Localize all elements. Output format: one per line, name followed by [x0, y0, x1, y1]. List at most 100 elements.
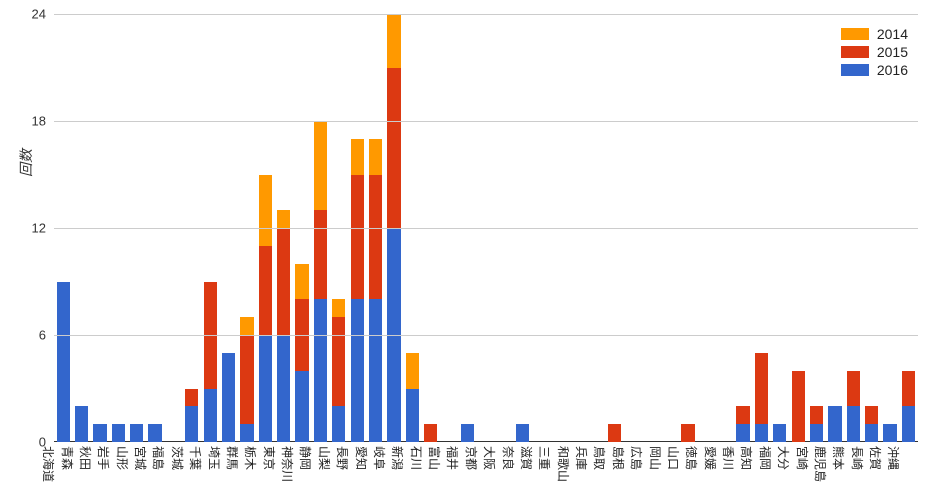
bar-segment-2016: [406, 389, 419, 443]
bar-segment-2015: [424, 424, 437, 442]
bar-segment-2015: [755, 353, 768, 424]
bar-segment-2016: [865, 424, 878, 442]
x-tick-label: 宮崎: [794, 446, 811, 470]
bar-stack: [847, 371, 860, 442]
x-tick-label: 福岡: [757, 446, 774, 470]
y-tick-label: 12: [6, 221, 46, 236]
x-tick-label: 青森: [59, 446, 76, 470]
bar-segment-2016: [351, 299, 364, 442]
bar-segment-2015: [902, 371, 915, 407]
x-tick-label: 三重: [536, 446, 553, 470]
x-tick-label: 長崎: [849, 446, 866, 470]
x-tick-label: 茨城: [169, 446, 186, 470]
x-tick-label: 大阪: [481, 446, 498, 470]
x-tick-label: 山形: [114, 446, 131, 470]
bar-segment-2015: [369, 175, 382, 300]
legend-label: 2015: [877, 44, 908, 60]
bar-stack: [93, 424, 106, 442]
bar-stack: [332, 299, 345, 442]
x-tick-label: 島根: [610, 446, 627, 470]
bar-stack: [883, 424, 896, 442]
legend-label: 2016: [877, 62, 908, 78]
x-tick-label: 福井: [444, 446, 461, 470]
x-tick-label: 大分: [775, 446, 792, 470]
bar-segment-2016: [810, 424, 823, 442]
x-tick-label: 広島: [628, 446, 645, 470]
bar-segment-2014: [369, 139, 382, 175]
bar-segment-2015: [240, 335, 253, 424]
bar-stack: [75, 406, 88, 442]
x-tick-label: 静岡: [297, 446, 314, 470]
bar-segment-2015: [810, 406, 823, 424]
bar-stack: [810, 406, 823, 442]
x-tick-label: 愛媛: [702, 446, 719, 470]
bar-stack: [736, 406, 749, 442]
x-tick-label: 熊本: [830, 446, 847, 470]
legend-item: 2015: [841, 44, 908, 60]
x-tick-label: 長野: [334, 446, 351, 470]
bar-segment-2016: [847, 406, 860, 442]
bar-segment-2015: [332, 317, 345, 406]
bar-segment-2014: [406, 353, 419, 389]
bar-segment-2016: [461, 424, 474, 442]
bar-stack: [351, 139, 364, 442]
x-tick-label: 山口: [665, 446, 682, 470]
y-tick-label: 24: [6, 7, 46, 22]
x-tick-label: 兵庫: [573, 446, 590, 470]
x-tick-label: 奈良: [500, 446, 517, 470]
bar-stack: [57, 282, 70, 443]
bar-segment-2015: [865, 406, 878, 424]
gridline: [54, 14, 918, 16]
legend-label: 2014: [877, 26, 908, 42]
bar-segment-2015: [314, 210, 327, 299]
legend: 2014 2015 2016: [841, 26, 908, 80]
bar-segment-2016: [755, 424, 768, 442]
x-tick-label: 滋賀: [518, 446, 535, 470]
bar-stack: [681, 424, 694, 442]
gridline: [54, 228, 918, 230]
bar-segment-2015: [351, 175, 364, 300]
bar-stack: [792, 371, 805, 442]
x-tick-label: 岩手: [95, 446, 112, 470]
x-tick-label: 富山: [426, 446, 443, 470]
gridline: [54, 335, 918, 337]
bar-stack: [130, 424, 143, 442]
bar-segment-2016: [295, 371, 308, 442]
bar-segment-2015: [387, 68, 400, 229]
x-tick-label: 埼玉: [206, 446, 223, 470]
x-tick-label: 鳥取: [591, 446, 608, 470]
bar-segment-2015: [736, 406, 749, 424]
bar-segment-2015: [608, 424, 621, 442]
bar-segment-2015: [259, 246, 272, 335]
bar-segment-2016: [516, 424, 529, 442]
bar-stack: [185, 389, 198, 442]
x-tick-label: 石川: [408, 446, 425, 470]
x-tick-label: 岐阜: [371, 446, 388, 470]
x-tick-label: 沖縄: [885, 446, 902, 470]
bar-segment-2016: [369, 299, 382, 442]
y-tick-label: 6: [6, 328, 46, 343]
bar-segment-2016: [332, 406, 345, 442]
y-axis-title: 回数: [16, 149, 36, 177]
bar-stack: [773, 424, 786, 442]
bar-segment-2016: [185, 406, 198, 442]
bar-segment-2016: [240, 424, 253, 442]
x-tick-label: 岡山: [647, 446, 664, 470]
x-tick-label: 秋田: [77, 446, 94, 470]
x-tick-label: 神奈川: [279, 446, 296, 482]
x-tick-label: 山梨: [316, 446, 333, 470]
bar-stack: [608, 424, 621, 442]
bar-stack: [516, 424, 529, 442]
legend-swatch: [841, 46, 869, 58]
bar-segment-2016: [828, 406, 841, 442]
bar-segment-2014: [332, 299, 345, 317]
bar-stack: [369, 139, 382, 442]
bar-segment-2016: [148, 424, 161, 442]
bar-stack: [461, 424, 474, 442]
plot-area: [54, 14, 918, 442]
bar-segment-2016: [93, 424, 106, 442]
bar-segment-2015: [185, 389, 198, 407]
bar-stack: [902, 371, 915, 442]
bar-segment-2016: [75, 406, 88, 442]
x-tick-label: 鹿児島: [812, 446, 829, 482]
